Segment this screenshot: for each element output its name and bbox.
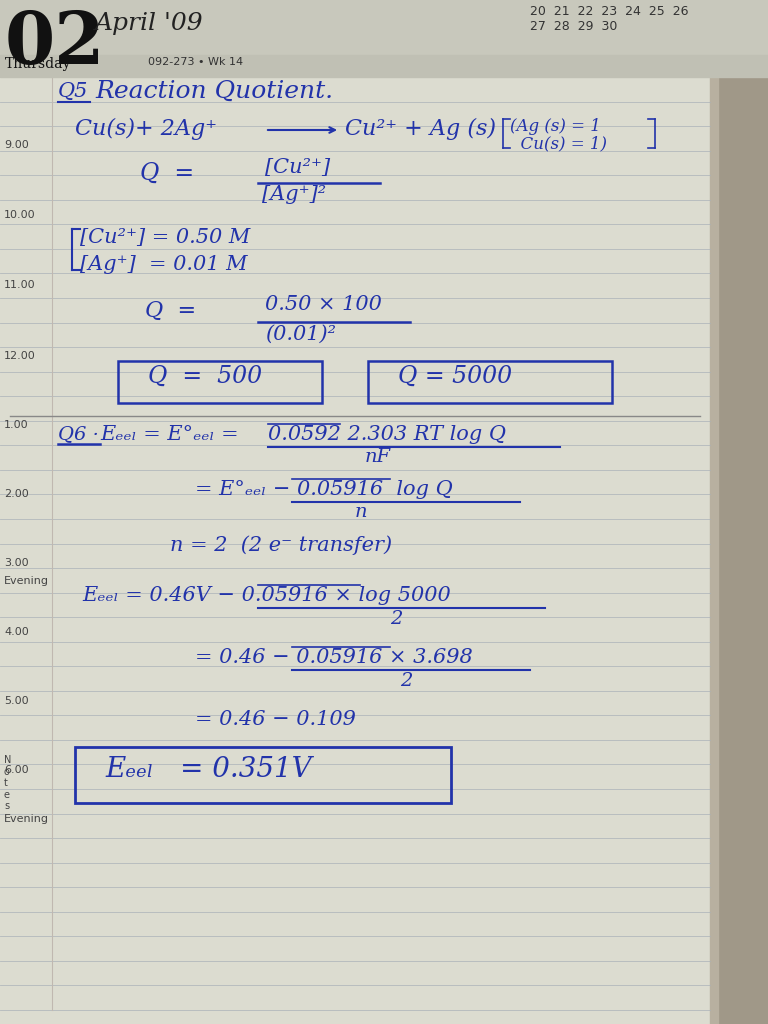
Text: Thursday: Thursday [5,57,71,71]
Text: = 0.46 − 0.109: = 0.46 − 0.109 [195,710,356,729]
Text: (Ag (s) = 1: (Ag (s) = 1 [510,118,601,135]
Text: 02: 02 [5,8,105,79]
Text: 12.00: 12.00 [4,351,36,361]
Text: 0.0592 2.303 RT log Q: 0.0592 2.303 RT log Q [268,425,506,444]
Text: Q5: Q5 [58,82,88,101]
Text: [Cu²⁺] = 0.50 M: [Cu²⁺] = 0.50 M [80,228,250,247]
Bar [718,0,768,1024]
Text: 0.50 × 100: 0.50 × 100 [265,295,382,314]
Text: [Cu²⁺]: [Cu²⁺] [265,158,330,177]
Text: 6.00: 6.00 [4,765,28,775]
Text: (0.01)²: (0.01)² [265,325,336,344]
Text: Cu(s) = 1): Cu(s) = 1) [510,135,607,152]
Text: N
o
t
e
s: N o t e s [4,755,12,811]
Text: Cu(s)+ 2Ag⁺: Cu(s)+ 2Ag⁺ [75,118,217,140]
Text: Q = 5000: Q = 5000 [398,365,512,388]
Text: 4.00: 4.00 [4,627,28,637]
Text: n = 2  (2 e⁻ transfer): n = 2 (2 e⁻ transfer) [170,535,392,555]
Text: nF: nF [365,449,391,466]
Text: 2.00: 2.00 [4,488,28,499]
Text: Q  =: Q = [140,162,194,185]
Text: Q6 ·: Q6 · [58,425,99,443]
Text: [Ag⁺]²: [Ag⁺]² [262,185,326,204]
Text: Q  =: Q = [145,300,196,322]
Text: Eₑₑₗ = E°ₑₑₗ =: Eₑₑₗ = E°ₑₑₗ = [100,425,239,444]
Text: Q  =  500: Q = 500 [148,365,262,388]
Bar [710,0,718,1024]
Text: Eₑₑₗ   = 0.351V: Eₑₑₗ = 0.351V [105,756,312,783]
Text: 9.00: 9.00 [4,140,28,151]
Text: 5.00: 5.00 [4,696,28,707]
Bar [0,55,768,77]
Text: April '09: April '09 [95,12,204,35]
Text: Reaction Quotient.: Reaction Quotient. [95,80,333,103]
Text: 092-273 • Wk 14: 092-273 • Wk 14 [148,57,243,67]
Text: 10.00: 10.00 [4,210,35,220]
Text: 2: 2 [390,610,402,628]
Text: 2: 2 [400,672,412,690]
Text: Evening: Evening [4,814,49,824]
Text: Cu²⁺ + Ag (s): Cu²⁺ + Ag (s) [345,118,496,140]
Text: 11.00: 11.00 [4,280,35,290]
Text: = 0.46 − 0.05916 × 3.698: = 0.46 − 0.05916 × 3.698 [195,648,473,667]
Text: Eₑₑₗ = 0.46V − 0.05916 × log 5000: Eₑₑₗ = 0.46V − 0.05916 × log 5000 [82,586,451,605]
Text: 20  21  22  23  24  25  26
27  28  29  30: 20 21 22 23 24 25 26 27 28 29 30 [530,5,688,33]
Text: = E°ₑₑₗ − 0.05916  log Q: = E°ₑₑₗ − 0.05916 log Q [195,480,453,499]
Text: [Ag⁺]  = 0.01 M: [Ag⁺] = 0.01 M [80,255,247,274]
Text: 1.00: 1.00 [4,420,28,430]
Text: 3.00: 3.00 [4,558,28,568]
Bar [0,0,768,55]
Text: Evening: Evening [4,575,49,586]
Text: n: n [355,503,368,521]
